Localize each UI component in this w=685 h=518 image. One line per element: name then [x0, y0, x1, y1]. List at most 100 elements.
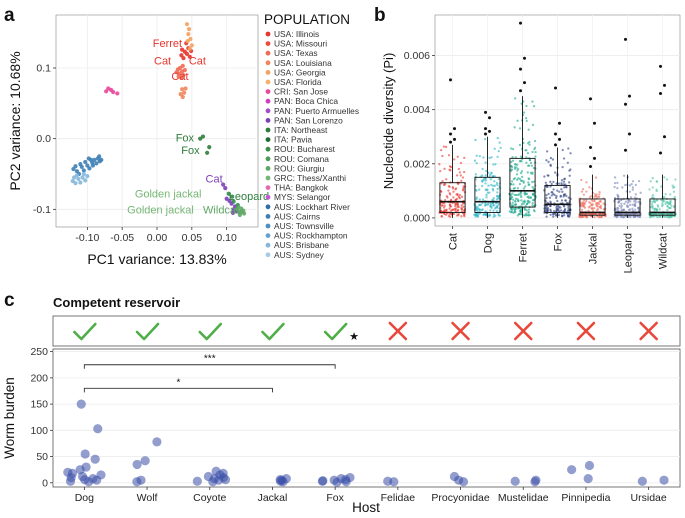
diversity-jitter-5-53 — [631, 207, 634, 210]
diversity-outlier-0-1 — [453, 127, 456, 131]
diversity-jitter-3-48 — [545, 197, 548, 200]
diversity-jitter-4-161 — [581, 215, 585, 219]
diversity-jitter-3-162 — [568, 212, 572, 216]
diversity-jitter-2-118 — [531, 185, 534, 189]
diversity-jitter-1-134 — [488, 156, 491, 160]
diversity-jitter-0-66 — [439, 169, 442, 173]
diversity-x-tick-label-6: Wildcat — [658, 233, 670, 269]
diversity-jitter-3-168 — [563, 210, 566, 213]
diversity-jitter-0-92 — [460, 215, 463, 218]
pca-point-10-3 — [78, 180, 83, 185]
diversity-jitter-2-185 — [514, 200, 517, 203]
diversity-jitter-1-136 — [492, 199, 495, 202]
diversity-jitter-3-19 — [547, 192, 550, 196]
diversity-outlier-0-4 — [449, 140, 452, 144]
diversity-jitter-1-100 — [492, 163, 495, 166]
worm-x-tick-label-0: Dog — [75, 492, 94, 504]
panel-label-b: b — [374, 5, 386, 26]
diversity-jitter-1-132 — [475, 154, 478, 157]
diversity-jitter-1-11 — [492, 196, 495, 200]
diversity-jitter-1-128 — [493, 204, 496, 207]
diversity-jitter-0-157 — [441, 179, 444, 183]
pca-point-8-6 — [239, 210, 244, 215]
diversity-jitter-1-161 — [489, 204, 492, 208]
diversity-jitter-2-211 — [525, 209, 528, 212]
diversity-jitter-6-76 — [672, 190, 676, 193]
worm-x-tick-label-6: Procyonidae — [431, 492, 490, 504]
pca-point-9-8 — [92, 157, 97, 162]
diversity-jitter-3-59 — [566, 161, 569, 164]
diversity-jitter-0-93 — [443, 212, 446, 215]
diversity-jitter-2-63 — [520, 199, 523, 202]
diversity-jitter-2-147 — [519, 194, 522, 197]
pca-point-10-6 — [85, 174, 90, 179]
diversity-jitter-6-55 — [674, 178, 677, 181]
diversity-jitter-3-10 — [548, 196, 552, 199]
diversity-jitter-3-83 — [550, 182, 553, 186]
diversity-jitter-3-134 — [544, 181, 548, 184]
pca-point-5-3 — [207, 145, 212, 150]
worm-y-tick-label-3: 150 — [30, 399, 48, 411]
diversity-jitter-2-124 — [520, 202, 524, 206]
pca-point-0-3 — [181, 56, 186, 61]
diversity-jitter-1-153 — [493, 184, 497, 187]
diversity-jitter-4-126 — [596, 208, 599, 211]
diversity-jitter-5-110 — [639, 191, 642, 194]
cross-icon-7 — [513, 321, 533, 341]
diversity-jitter-1-165 — [476, 207, 480, 210]
diversity-jitter-4-132 — [594, 176, 598, 179]
legend-label-6: CRI: San Jose — [274, 87, 328, 97]
diversity-jitter-3-156 — [545, 185, 548, 189]
worm-x-tick-label-5: Felidae — [381, 492, 416, 504]
diversity-jitter-6-101 — [662, 199, 665, 203]
diversity-jitter-0-91 — [459, 174, 462, 177]
diversity-jitter-2-189 — [515, 163, 519, 166]
diversity-jitter-3-106 — [560, 199, 564, 202]
diversity-box-3 — [544, 184, 571, 213]
check-icon-3 — [261, 322, 285, 341]
pca-point-6-1 — [223, 186, 228, 191]
diversity-jitter-0-105 — [463, 156, 466, 160]
diversity-jitter-0-49 — [447, 154, 451, 157]
diversity-jitter-5-107 — [631, 203, 634, 206]
worm-point-0-1 — [93, 424, 103, 434]
diversity-jitter-6-166 — [667, 202, 670, 206]
diversity-jitter-1-167 — [492, 209, 495, 212]
diversity-jitter-3-169 — [552, 209, 556, 213]
worm-y-tick-label-2: 100 — [30, 425, 48, 437]
diversity-jitter-6-164 — [664, 212, 667, 216]
diversity-jitter-4-63 — [585, 190, 588, 193]
diversity-jitter-3-150 — [546, 208, 550, 212]
diversity-jitter-0-26 — [460, 204, 463, 207]
legend-label-22: AUS: Brisbane — [274, 240, 329, 250]
pca-x-tick-label-1: -0.05 — [110, 232, 134, 244]
diversity-jitter-3-132 — [563, 186, 566, 189]
pca-point-1-0 — [186, 27, 192, 32]
worm-x-tick-label-1: Wolf — [137, 492, 158, 504]
diversity-jitter-1-99 — [473, 159, 477, 162]
pca-point-3-3 — [183, 86, 188, 91]
diversity-jitter-4-71 — [583, 206, 587, 209]
diversity-jitter-6-150 — [651, 194, 655, 197]
diversity-outlier-6-3 — [663, 135, 666, 139]
diversity-jitter-4-123 — [580, 178, 583, 182]
pca-point-6-0 — [221, 182, 226, 187]
legend-swatch-4 — [265, 70, 271, 75]
diversity-jitter-3-34 — [551, 158, 555, 161]
diversity-jitter-0-131 — [455, 193, 458, 196]
pca-point-7-0 — [226, 191, 231, 196]
diversity-outlier-1-4 — [484, 132, 487, 136]
worm-point-0-0 — [76, 399, 86, 409]
diversity-jitter-5-125 — [618, 199, 621, 203]
diversity-jitter-2-90 — [522, 202, 525, 205]
worm-y-tick-label-1: 50 — [36, 451, 48, 463]
diversity-jitter-6-111 — [669, 193, 672, 196]
diversity-jitter-3-22 — [567, 181, 571, 184]
worm-point-0-14 — [65, 476, 76, 486]
pca-annotation-1: Cat — [154, 55, 171, 67]
diversity-jitter-5-132 — [637, 179, 641, 183]
legend-title: POPULATION — [264, 12, 350, 27]
worm-point-1-2 — [132, 459, 142, 470]
legend-swatch-7 — [265, 98, 271, 104]
diversity-jitter-5-15 — [624, 183, 627, 187]
